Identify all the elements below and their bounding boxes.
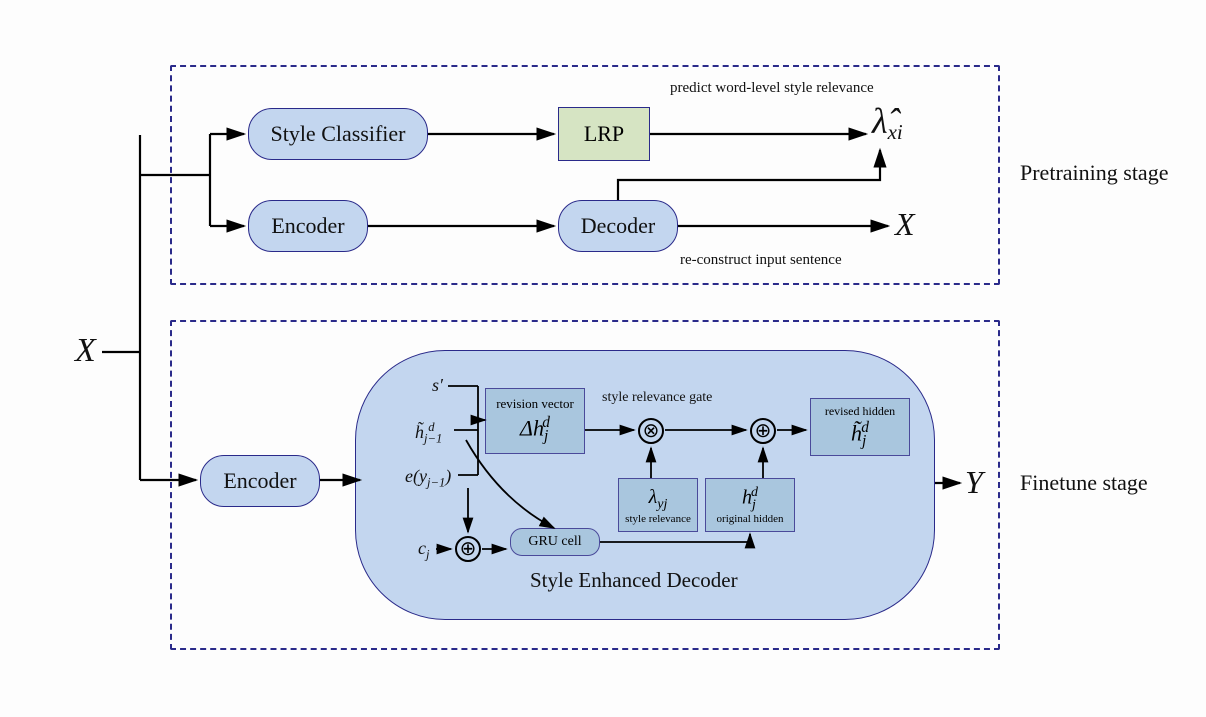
revision-title: revision vector [496,396,574,412]
encoder-top-node: Encoder [248,200,368,252]
decoder-top-label: Decoder [581,213,656,239]
lambda-hat-output: λ̂xi [872,100,903,142]
h-tilde-prev-label: h̃j−1d [415,420,435,447]
predict-caption: predict word-level style relevance [670,80,874,97]
style-classifier-label: Style Classifier [270,121,405,147]
lrp-label: LRP [584,121,624,147]
lambda-y-caption: style relevance [625,513,691,525]
encoder-top-label: Encoder [271,213,344,239]
plus-op-bottom: ⊕ [455,536,481,562]
original-hidden-caption: original hidden [717,513,784,525]
original-hidden-box: hjd original hidden [705,478,795,532]
x-output: X [895,206,915,243]
encoder-bottom-node: Encoder [200,455,320,507]
diagram-canvas: X Style Classifier LRP Encoder Decoder λ… [0,0,1206,717]
multiply-op: ⊗ [638,418,664,444]
e-y-prev-label: e(yj−1) [405,466,451,491]
input-x-symbol: X [75,332,96,370]
gru-label: GRU cell [528,534,581,550]
y-output: Y [965,464,983,501]
lrp-node: LRP [558,107,650,161]
finetune-stage-label: Finetune stage [1020,470,1148,496]
revised-hidden-symbol: h̃jd [851,419,869,451]
pretrain-stage-label: Pretraining stage [1020,160,1168,186]
style-classifier-node: Style Classifier [248,108,428,160]
decoder-top-node: Decoder [558,200,678,252]
lambda-y-box: λyj style relevance [618,478,698,532]
revised-hidden-title: revised hidden [825,404,895,419]
original-hidden-symbol: hjd [742,485,758,514]
plus-op-top: ⊕ [750,418,776,444]
gate-label: style relevance gate [602,390,712,406]
c-j-label: cj [418,538,430,563]
revision-symbol: Δhjd [520,414,550,446]
revision-vector-box: revision vector Δhjd [485,388,585,454]
lambda-y-symbol: λyj [649,486,668,513]
style-enhanced-decoder-title: Style Enhanced Decoder [530,568,738,593]
pretrain-stage-box [170,65,1000,285]
encoder-bottom-label: Encoder [223,468,296,494]
revised-hidden-box: revised hidden h̃jd [810,398,910,456]
s-prime-label: s′ [432,375,443,396]
gru-cell-box: GRU cell [510,528,600,556]
reconstruct-caption: re-construct input sentence [680,252,842,269]
